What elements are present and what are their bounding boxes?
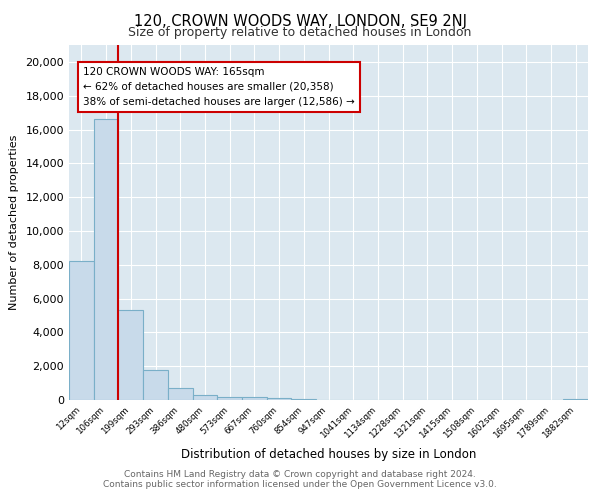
Bar [217, 396, 242, 400]
Text: Size of property relative to detached houses in London: Size of property relative to detached ho… [128, 26, 472, 39]
Text: Contains HM Land Registry data © Crown copyright and database right 2024.
Contai: Contains HM Land Registry data © Crown c… [103, 470, 497, 489]
Bar [168, 388, 193, 400]
Text: 120 CROWN WOODS WAY: 165sqm
← 62% of detached houses are smaller (20,358)
38% of: 120 CROWN WOODS WAY: 165sqm ← 62% of det… [83, 67, 355, 106]
Bar [563, 399, 588, 400]
Bar [94, 120, 118, 400]
Bar [69, 262, 94, 400]
Text: 120, CROWN WOODS WAY, LONDON, SE9 2NJ: 120, CROWN WOODS WAY, LONDON, SE9 2NJ [133, 14, 467, 29]
Bar [118, 310, 143, 400]
X-axis label: Distribution of detached houses by size in London: Distribution of detached houses by size … [181, 448, 476, 461]
Bar [143, 370, 168, 400]
Bar [267, 398, 292, 400]
Bar [292, 399, 316, 400]
Bar [242, 398, 267, 400]
Y-axis label: Number of detached properties: Number of detached properties [8, 135, 19, 310]
Bar [193, 395, 217, 400]
